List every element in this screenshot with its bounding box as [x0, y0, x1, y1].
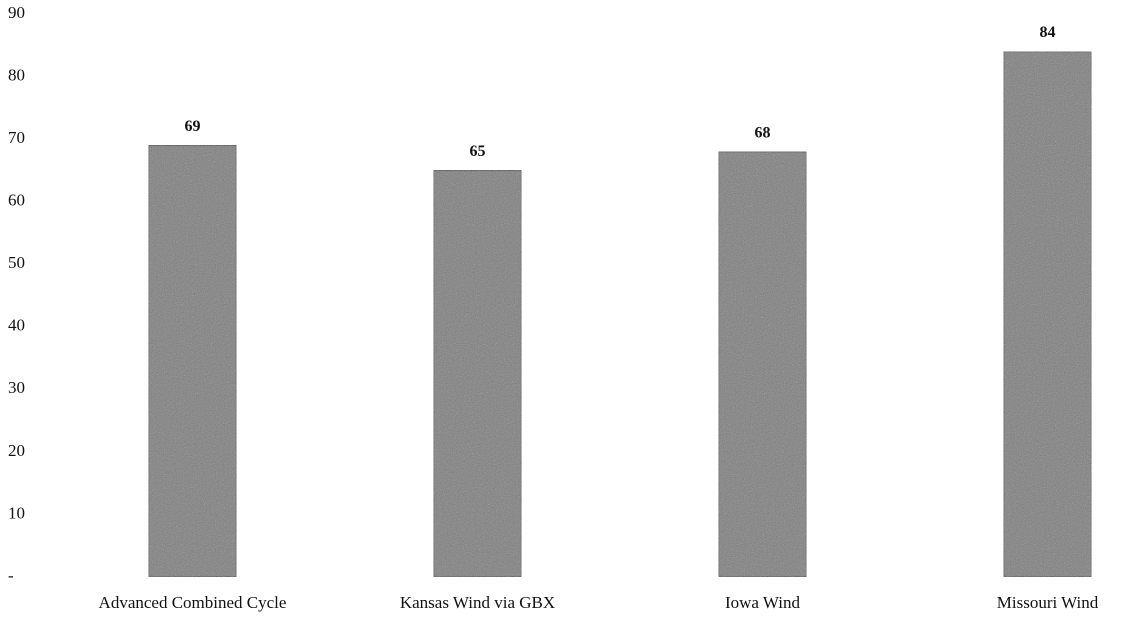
bar: [1002, 50, 1093, 578]
x-tick-label: Missouri Wind: [997, 593, 1099, 612]
y-tick-label: 40: [8, 316, 25, 335]
bar: [717, 150, 808, 578]
bar: [432, 169, 523, 578]
y-tick-label: 70: [8, 128, 25, 147]
y-tick-label: 30: [8, 378, 25, 397]
y-tick-label: 50: [8, 253, 25, 272]
x-tick-label: Kansas Wind via GBX: [400, 593, 555, 612]
y-tick-label: -: [8, 566, 14, 585]
y-tick-label: 10: [8, 503, 25, 522]
value-label: 65: [470, 143, 486, 160]
y-tick-label: 60: [8, 191, 25, 210]
y-tick-label: 20: [8, 441, 25, 460]
value-label: 68: [755, 124, 771, 141]
bar: [147, 144, 238, 578]
x-tick-label: Iowa Wind: [725, 593, 801, 612]
x-tick-label: Advanced Combined Cycle: [99, 593, 287, 612]
y-tick-label: 90: [8, 3, 25, 22]
value-label: 84: [1040, 24, 1056, 41]
value-label: 69: [185, 118, 201, 135]
y-tick-label: 80: [8, 65, 25, 84]
